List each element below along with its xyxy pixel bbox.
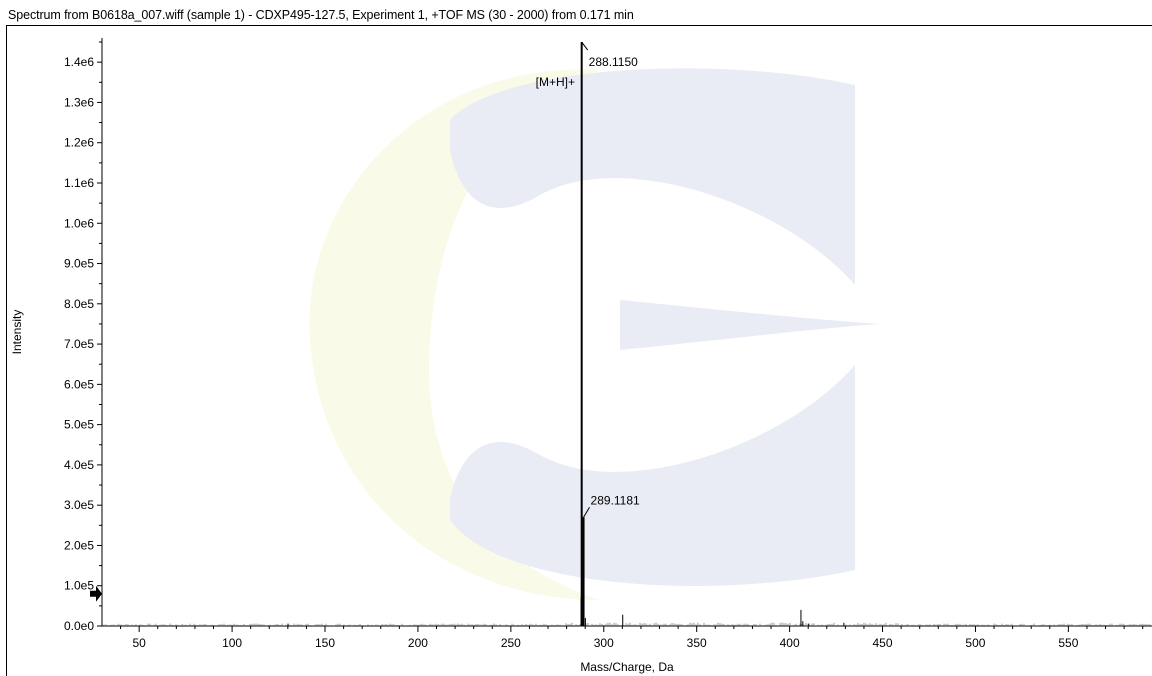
spectrum-peaks: [287, 42, 845, 626]
x-tick-label: 100: [222, 636, 242, 650]
frame-border-left: [6, 25, 7, 676]
x-tick-label: 50: [132, 636, 146, 650]
y-tick-label: 1.2e6: [64, 136, 94, 150]
peak-annotations: 288.1150 289.1181 [M+H]+: [536, 41, 640, 518]
x-tick-label: 200: [408, 636, 428, 650]
watermark-blue-lower: [450, 365, 855, 586]
x-tick-label: 500: [965, 636, 985, 650]
frame-border-top: [6, 25, 1152, 26]
x-tick-label: 450: [873, 636, 893, 650]
x-tick-label: 350: [687, 636, 707, 650]
y-tick-label: 1.3e6: [64, 95, 94, 109]
peak-label-leader: [581, 41, 589, 51]
watermark-blue-upper: [450, 68, 855, 285]
company-logo-watermark: [309, 68, 880, 600]
y-tick-label: 6.0e5: [64, 377, 94, 391]
y-tick-label: 0.0e0: [64, 619, 94, 633]
y-tick-label: 7.0e5: [64, 337, 94, 351]
x-minor-ticks: [120, 626, 1144, 629]
y-tick-label: 1.0e6: [64, 216, 94, 230]
watermark-blue-tail: [620, 300, 880, 350]
y-axis-ticks: 0.0e0 1.0e5 2.0e5 3.0e5 4.0e5 5.0e5 6.0e5 7.0e5…: [64, 55, 102, 633]
y-tick-label: 1.4e6: [64, 55, 94, 69]
x-tick-label: 550: [1058, 636, 1078, 650]
y-tick-label: 2.0e5: [64, 538, 94, 552]
y-minor-ticks: [99, 41, 102, 607]
y-tick-label: 9.0e5: [64, 257, 94, 271]
noise-trace: [103, 622, 1151, 626]
x-tick-label: 150: [315, 636, 335, 650]
y-axis-title: Intensity: [10, 310, 24, 355]
baseline-noise: [103, 622, 1151, 626]
right-arrow-icon[interactable]: [90, 585, 102, 602]
x-tick-label: 400: [780, 636, 800, 650]
peak-label-288: 288.1150: [589, 55, 638, 69]
y-tick-label: 8.0e5: [64, 297, 94, 311]
y-tick-label: 4.0e5: [64, 458, 94, 472]
y-tick-label: 3.0e5: [64, 498, 94, 512]
x-axis-ticks: 50 100 150 200 250 300 350 400 450 500 550: [132, 626, 1079, 650]
y-tick-label: 1.1e6: [64, 176, 94, 190]
ion-annotation: [M+H]+: [536, 75, 575, 89]
watermark-yellow-swoosh: [309, 69, 600, 600]
peak-label-leader: [583, 507, 590, 518]
y-tick-label: 1.0e5: [64, 579, 94, 593]
x-tick-label: 250: [501, 636, 521, 650]
x-tick-label: 300: [594, 636, 614, 650]
y-tick-label: 5.0e5: [64, 418, 94, 432]
peak-label-289: 289.1181: [591, 493, 640, 507]
spectrum-title: Spectrum from B0618a_007.wiff (sample 1)…: [8, 8, 634, 22]
x-axis-title: Mass/Charge, Da: [580, 660, 674, 674]
